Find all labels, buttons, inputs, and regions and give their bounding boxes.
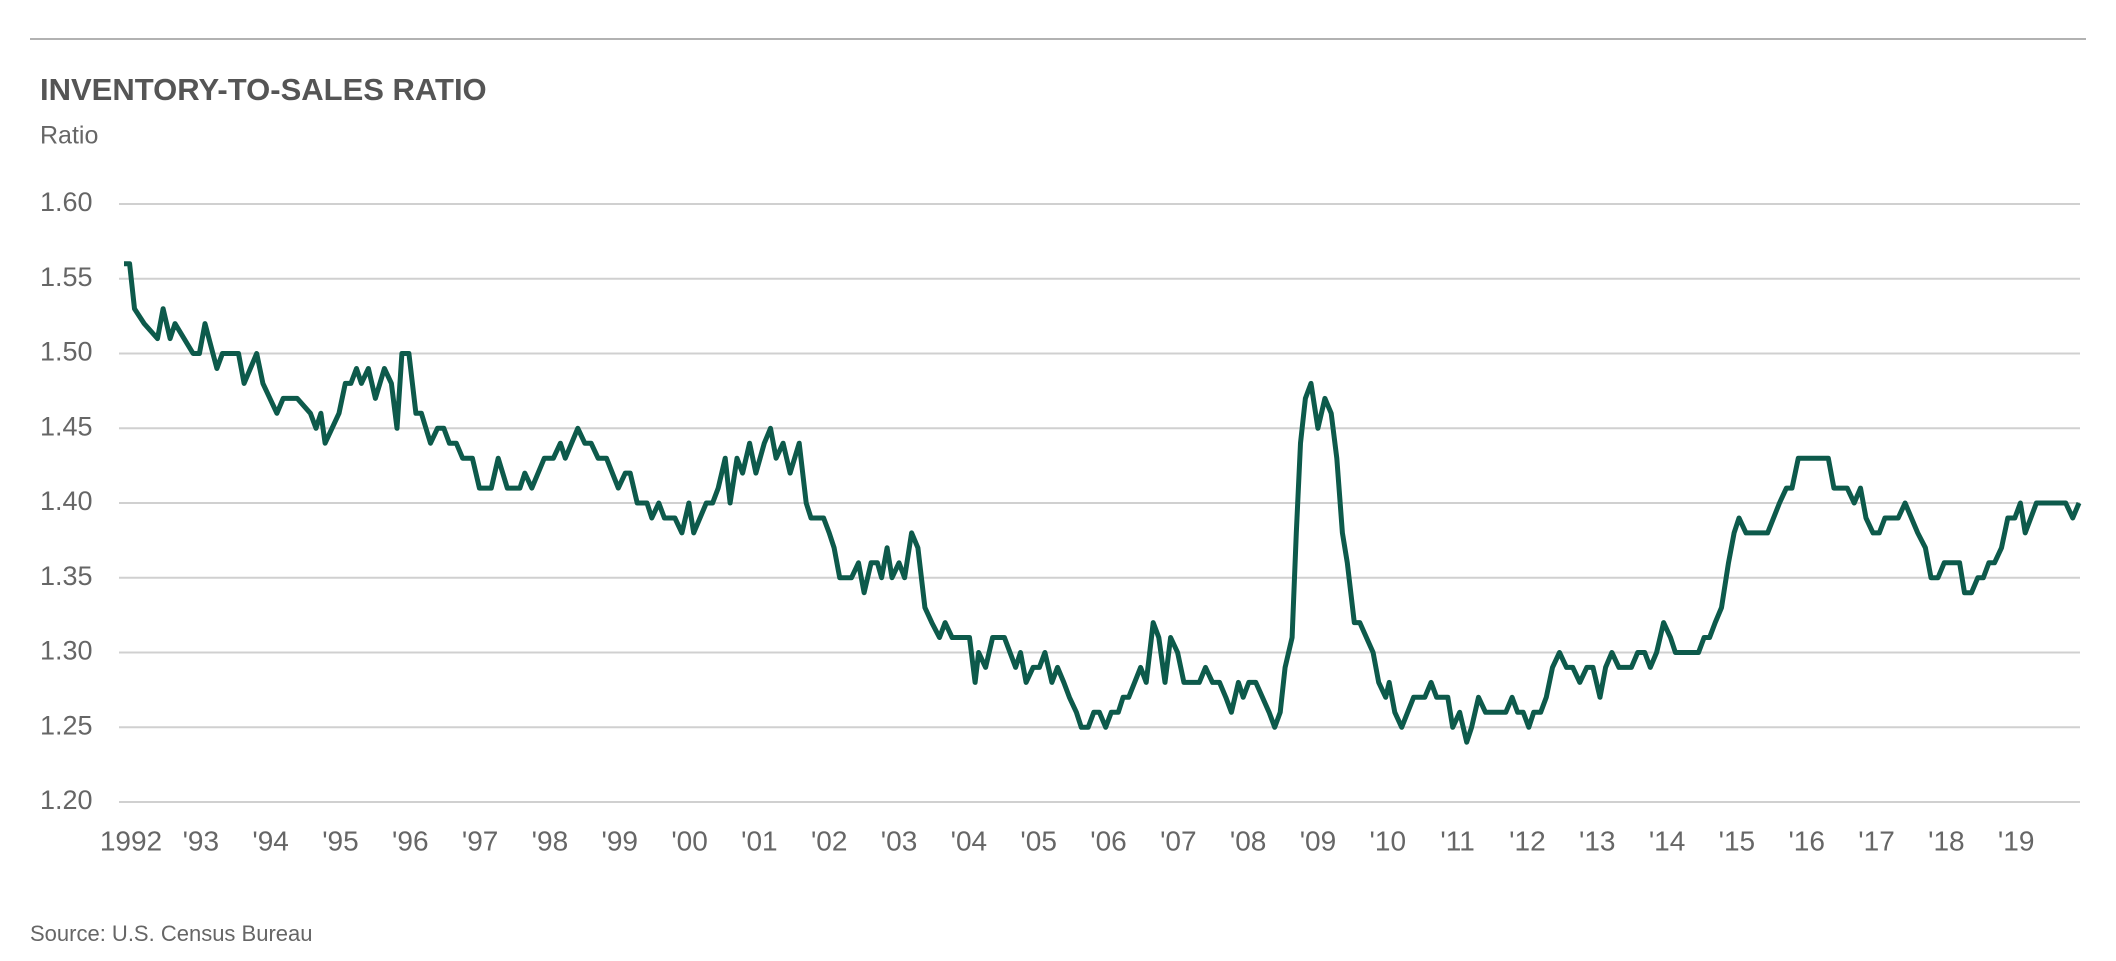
x-tick-label: '16 [1788,825,1825,856]
x-tick-label: '17 [1858,825,1895,856]
x-tick-label: 1992 [100,825,162,856]
x-tick-label: '18 [1928,825,1965,856]
x-tick-label: '98 [532,825,569,856]
x-tick-label: '15 [1719,825,1756,856]
x-tick-label: '93 [183,825,220,856]
x-tick-label: '14 [1649,825,1686,856]
x-tick-label: '96 [392,825,429,856]
x-tick-label: '95 [322,825,359,856]
x-tick-label: '01 [741,825,778,856]
y-tick-label: 1.35 [40,561,93,591]
x-tick-label: '07 [1160,825,1197,856]
x-tick-label: '13 [1579,825,1616,856]
chart-title: INVENTORY-TO-SALES RATIO [40,72,487,107]
y-tick-label: 1.25 [40,710,93,740]
x-tick-label: '12 [1509,825,1546,856]
y-tick-label: 1.50 [40,337,93,367]
x-tick-label: '19 [1998,825,2035,856]
x-tick-label: '11 [1440,825,1474,856]
y-tick-label: 1.20 [40,785,93,815]
x-tick-label: '05 [1020,825,1057,856]
x-tick-label: '97 [462,825,499,856]
y-tick-label: 1.45 [40,411,93,441]
x-tick-label: '00 [671,825,708,856]
x-tick-label: '04 [951,825,988,856]
data-line [124,261,2082,745]
x-tick-label: '08 [1230,825,1267,856]
x-tick-label: '99 [602,825,639,856]
x-tick-label: '03 [881,825,918,856]
y-tick-label: 1.55 [40,262,93,292]
x-tick-label: '02 [811,825,848,856]
x-tick-label: '06 [1090,825,1127,856]
source: Source: U.S. Census Bureau [30,921,312,946]
y-tick-label: 1.30 [40,636,93,666]
x-tick-label: '09 [1300,825,1337,856]
y-axis-label: Ratio [40,122,98,150]
y-tick-label: 1.60 [40,187,93,217]
x-tick-label: '94 [252,825,289,856]
y-tick-label: 1.40 [40,486,93,516]
x-tick-label: '10 [1370,825,1407,856]
